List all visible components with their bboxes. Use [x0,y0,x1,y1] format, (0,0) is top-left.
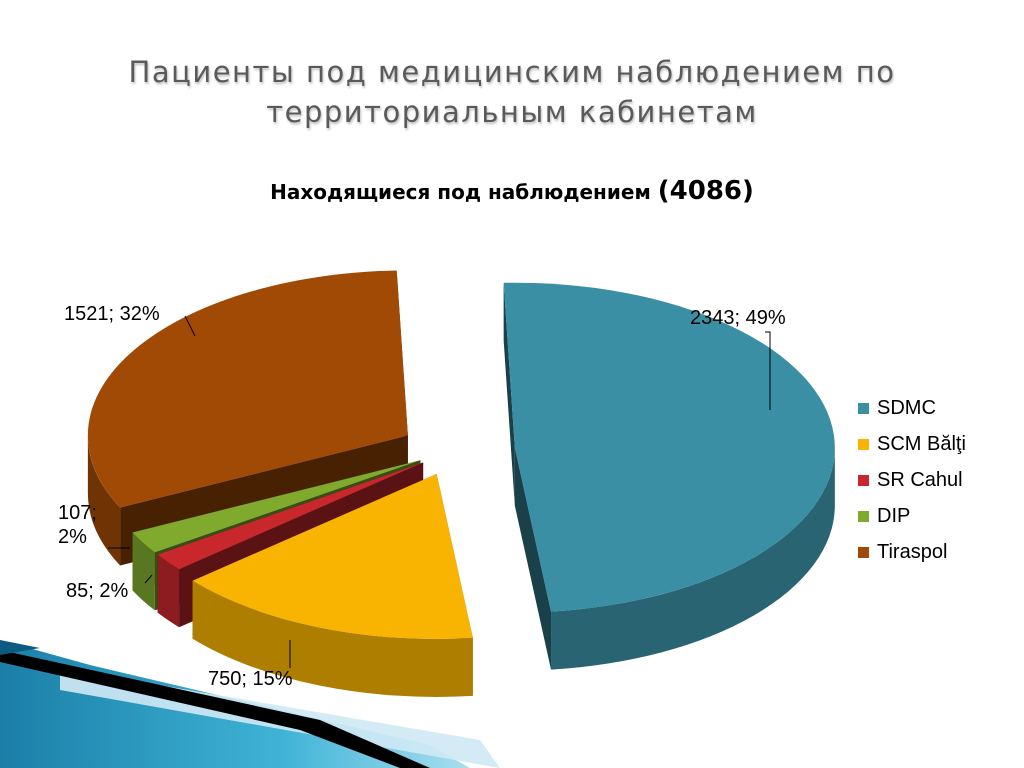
legend-swatch [858,546,869,558]
legend-label: SR Cahul [877,468,963,491]
legend-swatch [858,438,869,450]
data-label-scm-b-l-i: 750; 15% [208,668,293,690]
legend-item: SR Cahul [858,462,966,498]
data-label-leader [765,331,771,410]
chart-legend: SDMC SCM Bălţi SR Cahul DIP Tiraspol [858,390,966,570]
pie-slice-scm-b-l-i [192,473,473,697]
subtitle-total: (4086) [657,176,754,206]
legend-swatch [858,402,869,414]
pie-slice-sdmc [503,282,835,670]
legend-swatch [858,474,869,486]
legend-label: DIP [877,504,911,527]
data-label-leader [184,315,196,337]
data-label-sr-cahul: 85; 2% [66,580,128,602]
legend-swatch [858,510,869,522]
subtitle-text: Находящиеся под наблюдением [270,180,658,204]
chart-subtitle: Находящиеся под наблюдением (4086) [0,176,1024,206]
legend-label: Tiraspol [877,540,948,563]
data-label-tiraspol: 1521; 32% [64,303,160,325]
data-label-leader [144,574,153,584]
legend-item: DIP [858,498,966,534]
title-line-1: Пациенты под медицинским наблюдением по [128,55,896,89]
data-label-dip: 107; 2% [58,502,97,548]
slide-title: Пациенты под медицинским наблюдением по … [60,52,964,132]
legend-item: SCM Bălţi [858,426,966,462]
legend-label: SCM Bălţi [877,432,966,455]
corner-decoration [0,640,500,768]
data-label-sdmc: 2343; 49% [690,307,786,329]
legend-label: SDMC [877,396,936,419]
legend-item: SDMC [858,390,966,426]
title-line-2: территориальным кабинетам [266,95,758,129]
legend-item: Tiraspol [858,534,966,570]
